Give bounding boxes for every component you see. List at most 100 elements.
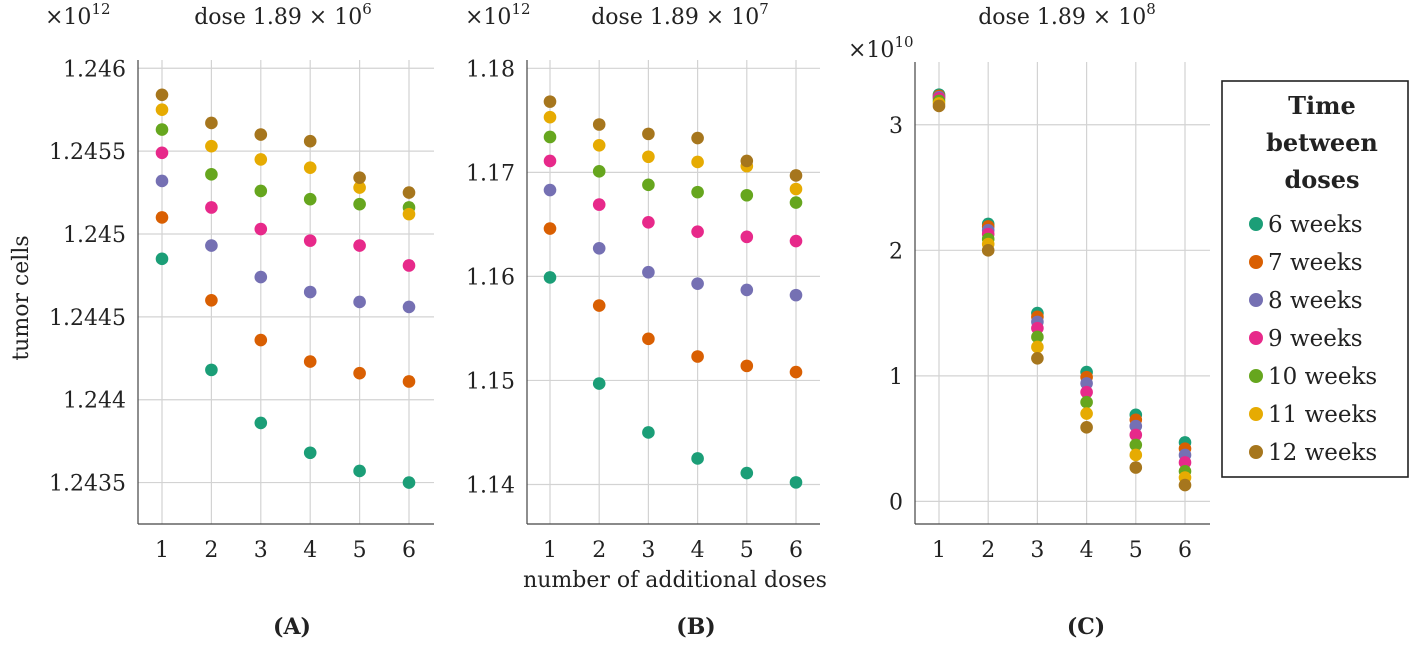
legend-title-line: Time xyxy=(1288,91,1356,120)
series-11-weeks xyxy=(155,103,416,221)
x-tick-label: 3 xyxy=(641,538,655,563)
data-point xyxy=(740,466,754,480)
data-point xyxy=(353,181,366,194)
panel-title: dose 1.89 × 106 xyxy=(194,0,372,30)
legend-item-label: 8 weeks xyxy=(1268,288,1363,314)
data-point xyxy=(402,207,416,221)
legend-marker xyxy=(1249,331,1263,345)
data-point xyxy=(353,197,366,211)
x-tick-label: 6 xyxy=(402,538,416,563)
data-point xyxy=(402,375,416,388)
y-tick-label: 1.17 xyxy=(466,161,515,186)
legend-title-line: doses xyxy=(1284,165,1359,194)
data-point xyxy=(155,174,169,188)
x-axis-label: number of additional doses xyxy=(523,568,827,593)
data-point xyxy=(303,134,317,148)
x-tick-label: 4 xyxy=(303,538,317,563)
data-point xyxy=(303,446,317,460)
data-point xyxy=(353,295,366,309)
data-point xyxy=(740,283,754,297)
data-point xyxy=(353,239,366,252)
data-point xyxy=(303,285,317,299)
x-tick-label: 1 xyxy=(155,538,169,563)
data-point xyxy=(789,234,803,248)
data-point xyxy=(543,95,557,108)
y-tick-label: 2 xyxy=(889,239,903,264)
y-tick-label: 1 xyxy=(889,365,903,390)
data-point xyxy=(691,131,704,145)
data-point xyxy=(303,192,317,206)
series-8-weeks xyxy=(543,183,803,302)
panel-label: (C) xyxy=(1067,614,1105,640)
series-11-weeks xyxy=(543,110,803,196)
data-point xyxy=(789,169,803,182)
data-point xyxy=(353,171,366,184)
data-point xyxy=(254,128,268,141)
data-point xyxy=(205,239,218,252)
y-tick-label: 1.2445 xyxy=(49,306,126,331)
legend-marker xyxy=(1249,369,1263,383)
data-point xyxy=(543,130,557,144)
data-point xyxy=(642,178,655,192)
data-point xyxy=(1080,377,1093,390)
legend-item-label: 6 weeks xyxy=(1268,212,1363,238)
y-tick-label: 1.2435 xyxy=(49,472,126,497)
legend: Time between doses 6 weeks 7 weeks 8 weeks 9 w… xyxy=(1221,80,1409,478)
data-point xyxy=(740,230,754,244)
data-point xyxy=(592,165,606,178)
data-point xyxy=(592,139,606,152)
data-point xyxy=(254,416,268,430)
series-8-weeks xyxy=(155,174,416,314)
series-12-weeks xyxy=(155,88,416,199)
data-point xyxy=(691,350,704,363)
data-point xyxy=(740,154,754,168)
x-tick-label: 4 xyxy=(691,538,705,563)
legend-marker xyxy=(1249,255,1263,269)
x-tick-label: 5 xyxy=(353,538,367,563)
x-tick-label: 6 xyxy=(789,538,803,563)
legend-item-label: 10 weeks xyxy=(1268,364,1377,390)
data-point xyxy=(1031,340,1044,354)
x-tick-label: 1 xyxy=(543,538,557,563)
y-tick-label: 3 xyxy=(889,114,903,139)
series-7-weeks xyxy=(155,211,416,388)
data-point xyxy=(1178,456,1192,469)
series-10-weeks xyxy=(932,94,1192,478)
panel-label: (B) xyxy=(676,614,715,640)
data-point xyxy=(402,259,416,272)
data-point xyxy=(402,476,416,489)
series-6-weeks xyxy=(932,88,1192,449)
data-point xyxy=(402,300,416,314)
data-point xyxy=(254,184,268,198)
data-point xyxy=(205,201,218,214)
y-tick-label: 0 xyxy=(889,490,903,515)
series-10-weeks xyxy=(155,123,416,214)
data-point xyxy=(932,99,946,113)
series-6-weeks xyxy=(543,271,803,489)
series-7-weeks xyxy=(543,222,803,379)
data-point xyxy=(155,146,169,160)
chart-panel-2: 1.14 1.15 1.16 1.17 1.18 1 2 3 4 5 6 ×1012 dose 1.89… xyxy=(465,0,820,640)
data-point xyxy=(592,377,606,390)
panel-title: dose 1.89 × 107 xyxy=(591,0,769,30)
data-point xyxy=(1178,478,1192,492)
data-point xyxy=(205,116,218,130)
legend-item-label: 9 weeks xyxy=(1268,326,1363,352)
x-tick-label: 5 xyxy=(1129,538,1143,563)
chart-panel-3: 0 1 2 3 1 2 3 4 5 6 ×1010 dose 1.89 × 108 (C) xyxy=(848,0,1210,640)
y-tick-label: 1.245 xyxy=(63,223,126,248)
data-point xyxy=(1080,421,1093,434)
data-point xyxy=(155,252,169,266)
data-point xyxy=(981,244,995,257)
data-point xyxy=(691,155,704,169)
data-point xyxy=(789,182,803,196)
legend-marker xyxy=(1249,293,1263,307)
data-point xyxy=(691,452,704,465)
data-point xyxy=(642,127,655,141)
x-tick-label: 3 xyxy=(254,538,268,563)
data-point xyxy=(254,222,268,236)
panel-title: dose 1.89 × 108 xyxy=(978,0,1156,30)
data-point xyxy=(642,332,655,346)
axis-multiplier: ×1012 xyxy=(465,0,531,30)
